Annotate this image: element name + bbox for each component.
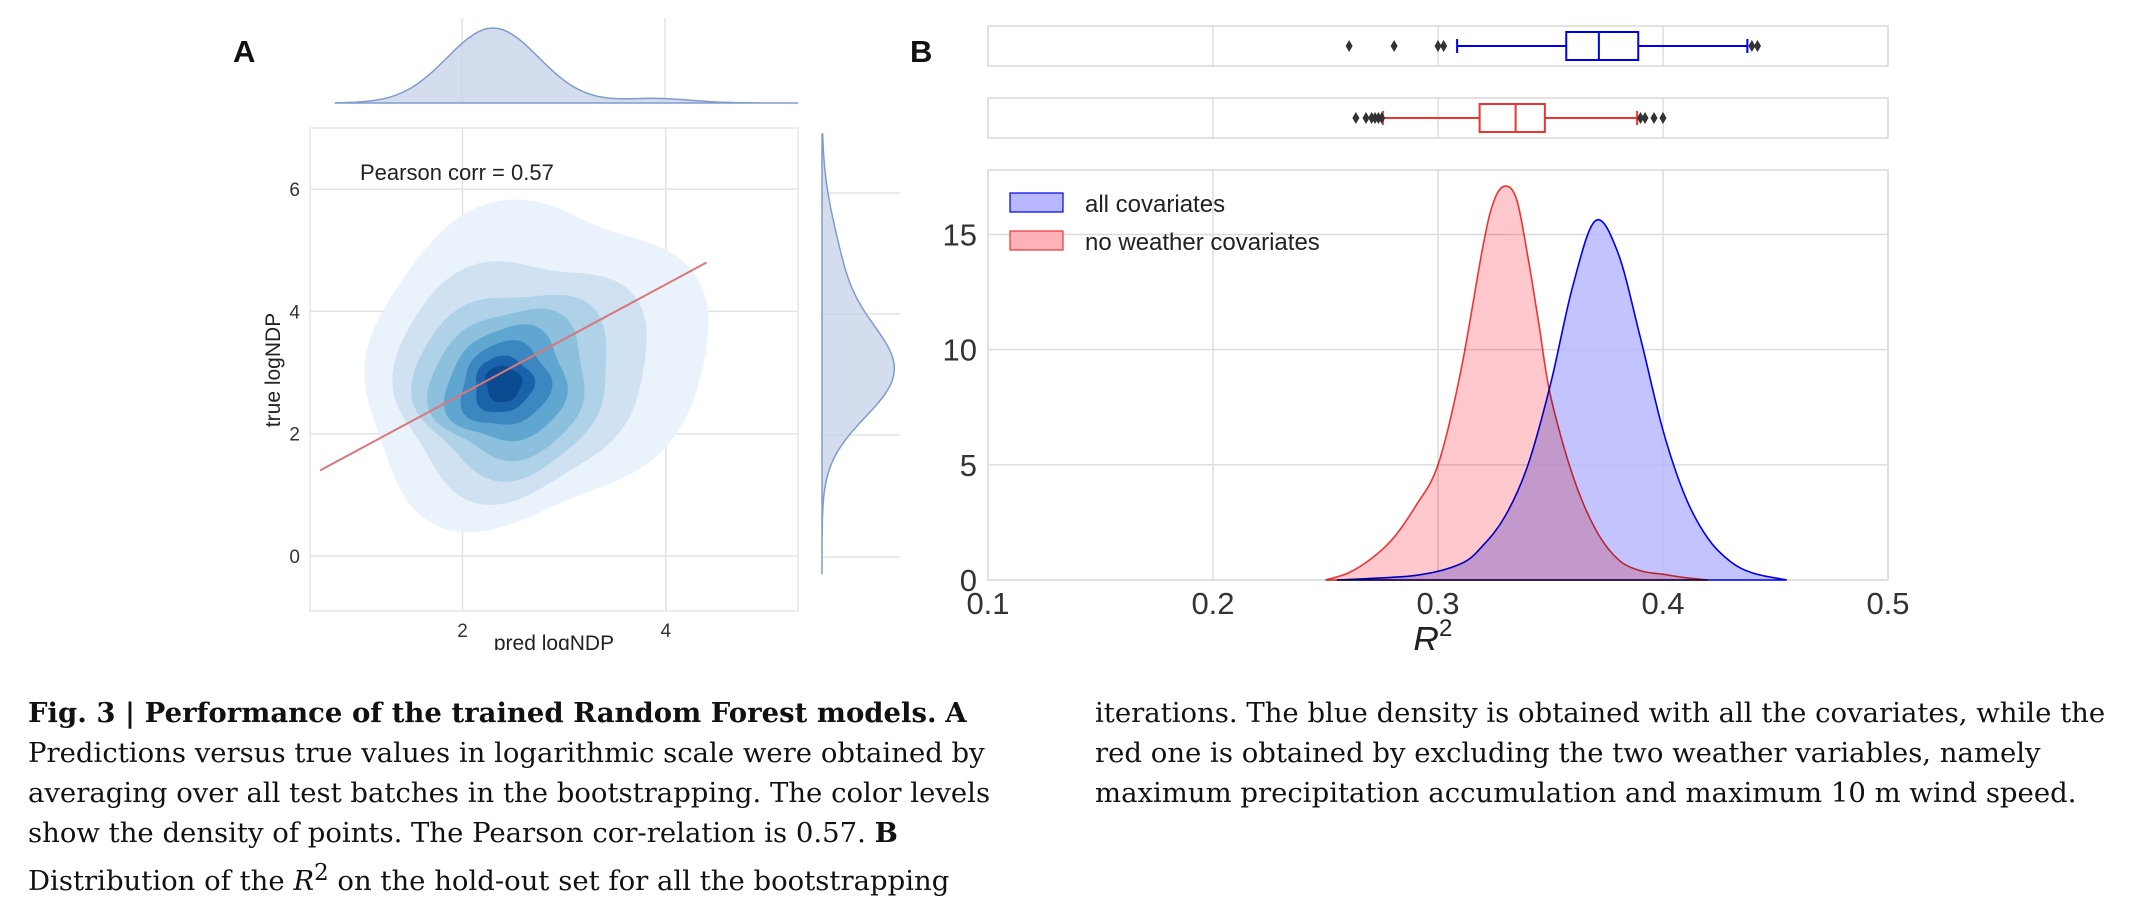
caption-right-text: iterations. The blue density is obtained…	[1095, 697, 2106, 809]
y-tick-2: 2	[289, 425, 300, 446]
caption-left-column: Fig. 3 | Performance of the trained Rand…	[28, 693, 1060, 901]
boxplot-no-weather-covariates	[1352, 103, 1667, 133]
x-axis-label: pred logNDP	[494, 632, 614, 650]
y-tick-0: 0	[960, 563, 977, 598]
outlier-3	[1434, 40, 1442, 52]
caption-r-sup: 2	[314, 860, 329, 886]
legend-swatch-noweather	[1009, 230, 1064, 251]
panel-b-density-plot: 0.1 0.2 0.3 0.4 0.5 0 5 10 15 R2 all covariates…	[943, 25, 1910, 650]
x-axis-label: R2	[1413, 615, 1452, 650]
y-tick-0: 0	[289, 547, 300, 568]
outlier-4	[1440, 40, 1448, 52]
outlier-10	[1659, 112, 1667, 124]
legend-label-all: all covariates	[1085, 191, 1225, 218]
box-iqr	[1565, 31, 1640, 61]
outlier-8	[1641, 112, 1649, 124]
x-axis-label-sup: 2	[1439, 615, 1452, 642]
y-tick-labels: 0 2 4 6	[289, 180, 300, 568]
outlier-1	[1345, 40, 1353, 52]
boxplot-all-covariates	[1345, 31, 1761, 61]
outlier-2	[1362, 112, 1370, 124]
x-marginal-curve	[334, 27, 798, 104]
caption-r: R	[293, 865, 315, 898]
y-tick-15: 15	[943, 217, 977, 252]
density-level-8	[485, 365, 523, 403]
legend-swatch-all	[1009, 192, 1064, 213]
panel-b-label: B	[910, 34, 932, 69]
outlier-1	[1352, 112, 1360, 124]
y-tick-4: 4	[289, 302, 300, 323]
x-tick-labels: 0.1 0.2 0.3 0.4 0.5	[966, 586, 1909, 621]
pearson-annotation: Pearson corr = 0.57	[360, 160, 554, 185]
caption-b-label: B	[874, 817, 898, 849]
y-marginal-curve	[821, 133, 896, 575]
legend-label-noweather: no weather covariates	[1085, 229, 1320, 256]
y-marginal-density	[821, 133, 900, 575]
x-tick-0.5: 0.5	[1866, 586, 1909, 621]
caption-figure-title: Fig. 3 | Performance of the trained Rand…	[28, 697, 937, 729]
y-tick-10: 10	[943, 333, 977, 368]
x-tick-0.2: 0.2	[1191, 586, 1234, 621]
density-contours	[364, 199, 709, 533]
y-axis-label: true logNDP	[262, 313, 285, 427]
caption-right-column: iterations. The blue density is obtained…	[1095, 693, 2125, 813]
box-iqr	[1478, 103, 1546, 133]
outlier-5	[1748, 40, 1756, 52]
caption-a-text: Predictions versus true values in logari…	[28, 737, 991, 849]
x-axis-label-base: R	[1413, 619, 1439, 650]
regression-line	[319, 261, 707, 472]
caption-b-text-1: Distribution of the	[28, 865, 294, 898]
outlier-2	[1390, 40, 1398, 52]
caption-b-text-2: on the hold-out set for all the bootstra…	[328, 865, 950, 898]
x-tick-0.4: 0.4	[1641, 586, 1684, 621]
legend: all covariates no weather covariates	[1009, 191, 1320, 256]
outlier-7	[1637, 112, 1644, 124]
density-no-weather-covariates	[1325, 185, 1709, 581]
outlier-9	[1650, 112, 1658, 124]
caption-a-label: A	[945, 697, 967, 729]
panel-a-label: A	[233, 34, 255, 69]
x-tick-2: 2	[457, 621, 468, 642]
x-tick-0.1: 0.1	[966, 586, 1009, 621]
y-tick-labels: 0 5 10 15	[943, 217, 977, 598]
x-tick-4: 4	[661, 621, 672, 642]
outlier-6	[1378, 112, 1386, 124]
x-marginal-density	[334, 18, 798, 104]
x-tick-0.3: 0.3	[1416, 586, 1459, 621]
y-tick-6: 6	[289, 180, 300, 201]
y-tick-5: 5	[960, 448, 977, 483]
outlier-6	[1754, 40, 1761, 52]
